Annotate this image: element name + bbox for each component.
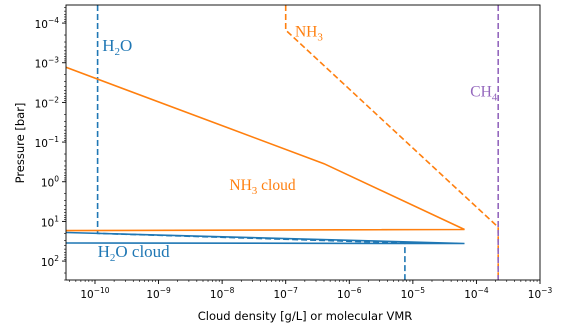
annotation-subscript: 4 bbox=[492, 91, 498, 103]
annotation-tail: cloud bbox=[257, 177, 296, 194]
annotation-text: H bbox=[102, 36, 114, 55]
annotation-subscript: 2 bbox=[110, 252, 116, 264]
x-tick-label: 10−6 bbox=[337, 286, 362, 301]
x-tick-label: 10−7 bbox=[273, 286, 298, 301]
y-axis-label: Pressure [bar] bbox=[13, 103, 27, 184]
annotation-text: NH bbox=[229, 177, 251, 194]
nh3-vmr-line bbox=[284, 5, 500, 280]
y-tick-label: 100 bbox=[41, 175, 59, 190]
axes: 10−10 10−9 10−8 10−7 10−6 10−5 10−4 10−3 10−4 10−… bbox=[35, 4, 553, 301]
annotation-tail: O cloud bbox=[115, 242, 170, 261]
x-tick-label: 10−9 bbox=[146, 286, 171, 301]
annotation-subscript: 2 bbox=[115, 46, 121, 58]
annotation-text: NH bbox=[295, 24, 317, 41]
annotation-text: H bbox=[98, 242, 110, 261]
annotation-subscript: 3 bbox=[317, 32, 323, 44]
y-tick-label: 10−2 bbox=[35, 95, 60, 110]
annotation-label: NH3 cloud bbox=[229, 177, 295, 197]
annotation-tail: O bbox=[120, 36, 132, 55]
x-tick-label: 10−5 bbox=[401, 286, 426, 301]
y-tick-label: 10−3 bbox=[35, 56, 60, 71]
x-tick-label: 10−4 bbox=[464, 286, 489, 301]
nh3-cloud-line bbox=[66, 66, 465, 232]
annotation-label: H2O cloud bbox=[98, 242, 171, 264]
h2o-cloud-line bbox=[66, 231, 465, 245]
annotation-label: NH3 bbox=[295, 24, 323, 44]
annotation-label: H2O bbox=[102, 36, 132, 58]
x-tick-label: 10−10 bbox=[80, 286, 109, 301]
x-tick-label: 10−8 bbox=[210, 286, 235, 301]
y-tick-label: 10−4 bbox=[35, 16, 60, 31]
annotation-subscript: 3 bbox=[252, 185, 258, 197]
y-tick-label: 101 bbox=[41, 214, 59, 229]
h2o-vmr-line bbox=[96, 5, 406, 280]
annotation-text: CH bbox=[470, 83, 492, 100]
y-tick-label: 102 bbox=[41, 254, 59, 269]
y-tick-label: 10−1 bbox=[35, 135, 60, 150]
x-axis-label: Cloud density [g/L] or molecular VMR bbox=[198, 309, 412, 323]
series-lines bbox=[66, 5, 500, 280]
annotation-label: CH4 bbox=[470, 83, 498, 103]
x-tick-label: 10−3 bbox=[528, 286, 553, 301]
